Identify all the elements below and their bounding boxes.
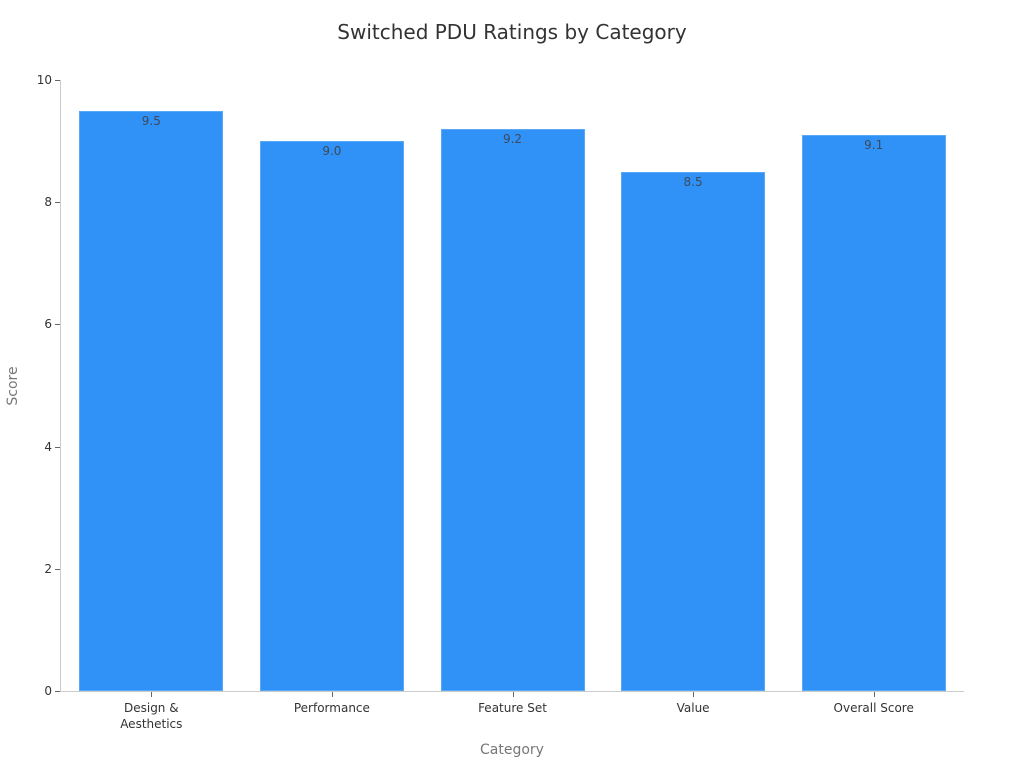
x-axis-label: Category [480, 742, 544, 758]
x-tick-label: Value [676, 701, 710, 715]
y-tick-label: 4 [44, 439, 52, 454]
x-tick-label: Performance [293, 701, 370, 715]
y-axis-label: Score [5, 366, 21, 406]
bar [621, 171, 766, 691]
y-tick-label: 0 [44, 684, 52, 698]
bar-value-label: 9.2 [502, 131, 523, 146]
y-tick-label: 10 [36, 73, 52, 87]
y-tick-label: 8 [44, 195, 52, 210]
x-tick-mark [874, 692, 875, 697]
bar-value-label: 9.5 [141, 113, 161, 128]
x-tick-mark [151, 692, 152, 697]
y-axis-line [60, 80, 61, 692]
bar-value-label: 9.1 [864, 137, 884, 152]
y-tick-mark [55, 80, 60, 81]
x-tick-mark [513, 692, 514, 697]
bar [259, 141, 404, 691]
x-tick-mark [332, 692, 333, 697]
y-tick-mark [55, 324, 60, 326]
y-tick-mark [55, 691, 60, 692]
x-tick-label: Design & Aesthetics [120, 701, 183, 731]
bar [79, 110, 224, 691]
bar [440, 128, 585, 691]
y-tick-mark [55, 568, 60, 570]
bar-value-label: 9.0 [322, 144, 342, 159]
chart-title: Switched PDU Ratings by Category [337, 20, 687, 44]
x-tick-mark [693, 692, 694, 697]
y-tick-mark [55, 202, 60, 204]
y-tick-label: 6 [44, 317, 52, 332]
x-tick-label: Overall Score [833, 701, 914, 715]
bar [801, 134, 946, 691]
bar-value-label: 8.5 [683, 174, 703, 189]
x-tick-label: Feature Set [478, 701, 547, 715]
x-axis-line [60, 691, 964, 692]
y-tick-mark [55, 446, 60, 448]
y-tick-label: 2 [44, 561, 52, 576]
